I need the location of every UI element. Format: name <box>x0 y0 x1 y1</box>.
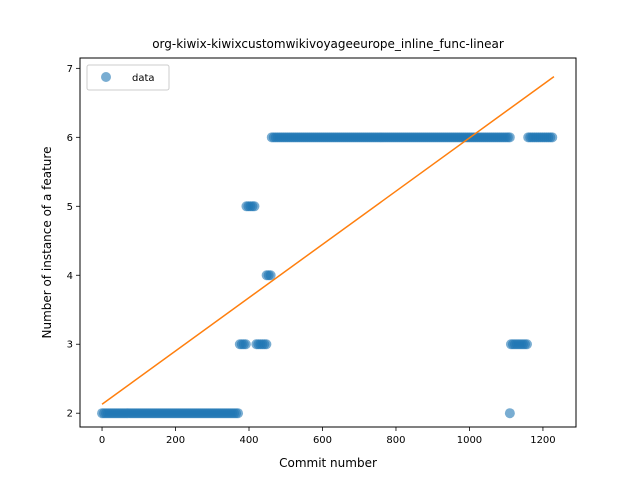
data-point <box>521 339 532 350</box>
data-points <box>97 132 558 419</box>
x-tick-label: 400 <box>239 435 258 446</box>
y-tick-label: 4 <box>67 271 73 282</box>
y-tick-label: 2 <box>67 409 73 420</box>
legend-marker <box>101 72 111 82</box>
x-tick-label: 0 <box>99 435 105 446</box>
x-tick-label: 1000 <box>457 435 482 446</box>
x-tick-label: 600 <box>313 435 332 446</box>
data-point <box>265 270 276 281</box>
chart-title: org-kiwix-kiwixcustomwikivoyageeurope_in… <box>152 37 504 51</box>
legend-label: data <box>132 73 155 84</box>
data-point <box>249 201 260 212</box>
legend: data <box>86 64 170 91</box>
x-axis-ticks: 0 200 400 600 800 1000 1200 <box>99 427 556 446</box>
y-tick-label: 5 <box>67 202 73 213</box>
x-tick-label: 800 <box>386 435 405 446</box>
data-point <box>261 339 272 350</box>
x-tick-label: 200 <box>166 435 185 446</box>
data-point <box>504 132 515 143</box>
x-tick-label: 1200 <box>530 435 555 446</box>
y-axis-label: Number of instance of a feature <box>40 147 54 339</box>
data-point <box>504 408 515 419</box>
plot-area <box>97 76 558 419</box>
y-tick-label: 7 <box>67 64 73 75</box>
data-point <box>240 339 251 350</box>
y-axis-ticks: 2 3 4 5 6 7 <box>67 64 80 420</box>
data-point <box>547 132 558 143</box>
data-point <box>233 408 244 419</box>
axes-frame <box>79 57 577 428</box>
fit-line-path <box>101 76 555 405</box>
fit-line <box>101 76 555 405</box>
y-tick-label: 3 <box>67 340 73 351</box>
legend-box <box>86 64 170 91</box>
x-axis-label: Commit number <box>279 456 377 470</box>
y-tick-label: 6 <box>67 133 73 144</box>
